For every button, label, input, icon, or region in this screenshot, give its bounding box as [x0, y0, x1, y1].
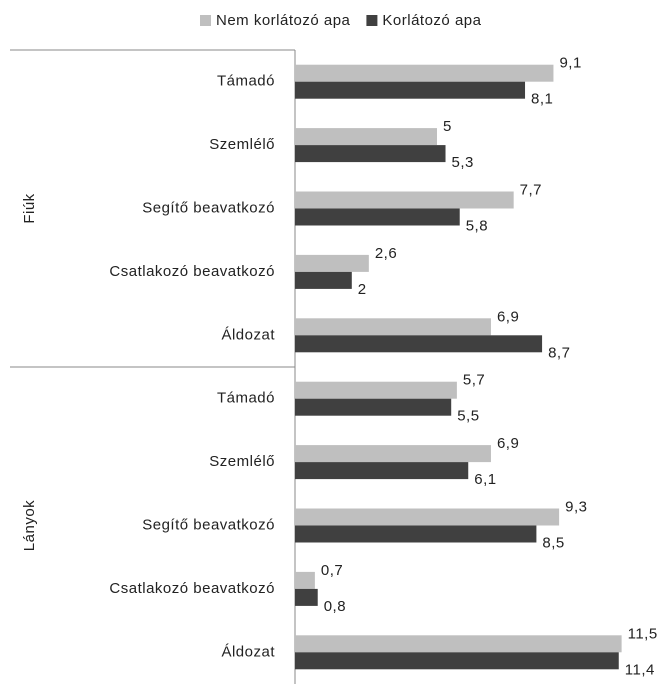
value-label: 8,1: [531, 91, 553, 108]
bar: [295, 635, 622, 653]
bar: [295, 571, 315, 589]
value-label: 9,1: [559, 55, 581, 72]
value-label: 8,7: [548, 344, 570, 361]
group-label: Lányok: [21, 500, 38, 551]
y-tick-label: Támadó: [217, 73, 275, 90]
legend-swatch: [200, 15, 211, 26]
bar: [295, 128, 437, 146]
y-tick-label: Áldozat: [221, 326, 275, 343]
value-label: 5,8: [466, 217, 488, 234]
value-label: 5,5: [457, 408, 479, 425]
value-label: 5,7: [463, 372, 485, 389]
value-label: 0,7: [321, 562, 343, 579]
bar: [295, 445, 491, 463]
legend-label: Korlátozó apa: [382, 12, 481, 29]
bar: [295, 254, 369, 272]
group-label: Fiúk: [21, 193, 38, 223]
y-tick-label: Segítő beavatkozó: [142, 516, 275, 533]
bar: [295, 652, 619, 670]
value-label: 2,6: [375, 245, 397, 262]
bar: [295, 318, 491, 336]
bar: [295, 271, 352, 289]
value-label: 9,3: [565, 498, 587, 515]
y-tick-label: Szemlélő: [209, 136, 275, 153]
bar: [295, 64, 554, 82]
value-label: 6,1: [474, 471, 496, 488]
bar: [295, 588, 318, 606]
y-tick-label: Szemlélő: [209, 453, 275, 470]
value-label: 0,8: [324, 598, 346, 615]
value-label: 8,5: [542, 534, 564, 551]
bar: [295, 335, 543, 353]
bar: [295, 381, 457, 399]
bar: [295, 81, 526, 99]
value-label: 5: [443, 118, 452, 135]
y-tick-label: Segítő beavatkozó: [142, 199, 275, 216]
y-tick-label: Csatlakozó beavatkozó: [109, 580, 275, 597]
value-label: 5,3: [452, 154, 474, 171]
y-tick-label: Csatlakozó beavatkozó: [109, 263, 275, 280]
bar: [295, 191, 514, 209]
bar: [295, 508, 560, 526]
legend-label: Nem korlátozó apa: [216, 12, 351, 29]
bar: [295, 525, 537, 543]
value-label: 6,9: [497, 308, 519, 325]
bar: [295, 145, 446, 163]
value-label: 6,9: [497, 435, 519, 452]
value-label: 2: [358, 281, 367, 298]
bar: [295, 398, 452, 416]
bar: [295, 208, 460, 226]
value-label: 11,4: [625, 661, 655, 678]
legend-swatch: [366, 15, 378, 26]
value-label: 7,7: [520, 181, 542, 198]
value-label: 11,5: [628, 625, 658, 642]
y-tick-label: Támadó: [217, 390, 275, 407]
bar: [295, 462, 469, 480]
y-tick-label: Áldozat: [221, 643, 275, 660]
